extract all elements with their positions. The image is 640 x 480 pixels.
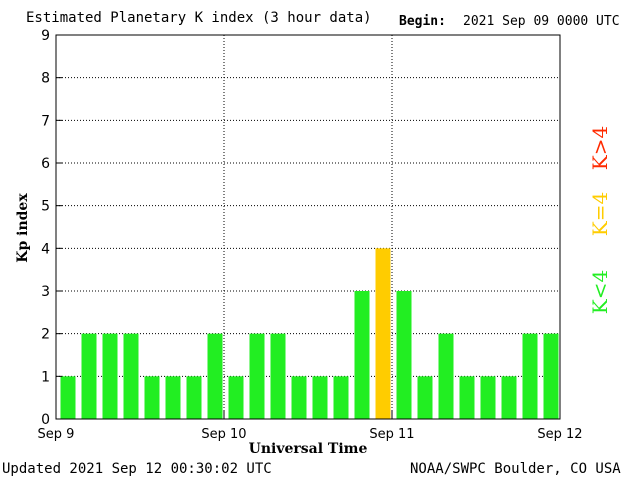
kp-bar [396, 291, 412, 419]
kp-bar [522, 333, 538, 419]
kp-bar [207, 333, 223, 419]
begin-label: Begin: [399, 14, 446, 29]
kp-bar [102, 333, 118, 419]
axis-layer: 0 1 2 3 4 5 6 7 8 9 Sep 9 Sep 10 Sep 11 Sep 12 [38, 28, 583, 442]
kp-bar [438, 333, 454, 419]
y-tick-label: 7 [41, 113, 50, 129]
x-tick-label: Sep 9 [38, 427, 75, 442]
x-axis-label: Universal Time [249, 441, 368, 457]
y-tick-label: 6 [41, 156, 50, 172]
y-tick-label: 2 [41, 327, 50, 343]
y-tick-label: 0 [41, 412, 50, 428]
kp-bar [543, 333, 559, 419]
kp-bar [186, 376, 202, 419]
y-tick-label: 3 [41, 284, 50, 300]
kp-bar [249, 333, 265, 419]
legend-k-below-4: K<4 [588, 269, 612, 315]
source-credit: NOAA/SWPC Boulder, CO USA [410, 461, 621, 477]
kp-bar [144, 376, 160, 419]
x-tick-label: Sep 10 [201, 427, 246, 442]
kp-bar [60, 376, 76, 419]
y-tick-label: 5 [41, 199, 50, 215]
updated-timestamp: Updated 2021 Sep 12 00:30:02 UTC [2, 461, 272, 477]
kp-bar [165, 376, 181, 419]
kp-bar [81, 333, 97, 419]
kp-bar [270, 333, 286, 419]
kp-bar [312, 376, 328, 419]
grid-layer [56, 35, 560, 419]
kp-bar [375, 248, 391, 419]
kp-bar [417, 376, 433, 419]
y-tick-label: 1 [41, 369, 50, 385]
kp-bar [228, 376, 244, 419]
bars-layer [60, 248, 559, 419]
x-tick-label: Sep 12 [537, 427, 582, 442]
kp-bar [480, 376, 496, 419]
kp-bar [459, 376, 475, 419]
kp-bar [354, 291, 370, 419]
kp-bar [333, 376, 349, 419]
begin-value: 2021 Sep 09 0000 UTC [463, 14, 620, 29]
y-tick-label: 4 [41, 241, 50, 257]
kp-bar [123, 333, 139, 419]
y-tick-label: 8 [41, 71, 50, 87]
y-axis-label: Kp index [15, 193, 31, 263]
kp-bar [291, 376, 307, 419]
x-tick-label: Sep 11 [369, 427, 414, 442]
chart-title: Estimated Planetary K index (3 hour data… [26, 10, 372, 26]
y-tick-label: 9 [41, 28, 50, 44]
kp-bar [501, 376, 517, 419]
plot-frame [55, 34, 561, 420]
